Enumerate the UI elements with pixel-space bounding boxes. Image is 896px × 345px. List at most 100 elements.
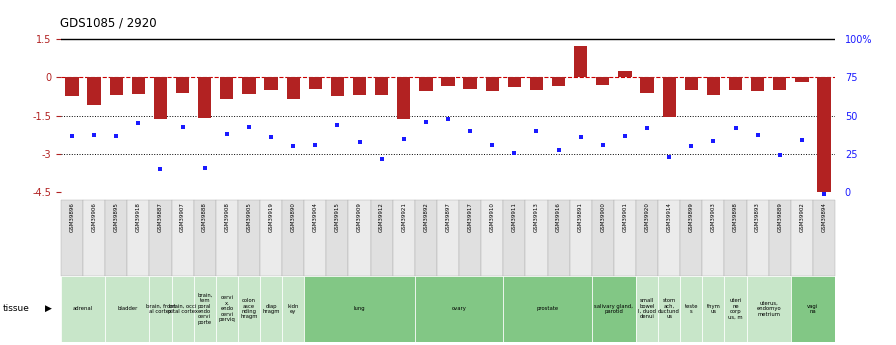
Bar [260,200,282,276]
Bar [150,200,171,276]
Bar [220,77,234,99]
Text: GSM39894: GSM39894 [822,203,826,232]
Bar [308,77,322,89]
Text: brain, occi
pital cortex: brain, occi pital cortex [168,304,198,314]
Point [375,156,389,162]
Bar [216,276,237,342]
Bar [419,77,433,91]
Text: GSM39892: GSM39892 [424,203,428,232]
Bar [375,77,388,95]
Text: vagi
na: vagi na [807,304,819,314]
Bar [105,200,127,276]
Bar [547,200,570,276]
Bar [264,77,278,90]
Bar [305,200,326,276]
Bar [463,77,477,89]
Bar [791,276,835,342]
Bar [194,276,216,342]
Bar [349,200,371,276]
Text: GSM39893: GSM39893 [755,203,760,232]
Text: salivary gland,
parotid: salivary gland, parotid [594,304,633,314]
Bar [150,276,171,342]
Bar [61,276,105,342]
Bar [61,200,83,276]
Text: adrenal: adrenal [73,306,93,311]
Bar [83,200,105,276]
Text: GSM39889: GSM39889 [777,203,782,232]
Point [662,154,676,159]
Bar [287,77,300,99]
Text: GSM39897: GSM39897 [445,203,451,232]
Bar [216,200,237,276]
Bar [746,276,791,342]
Text: prostate: prostate [537,306,558,311]
Text: GSM39918: GSM39918 [136,203,141,232]
Point [397,136,411,141]
Bar [596,77,609,85]
Bar [326,200,349,276]
Bar [194,200,216,276]
Bar [65,77,79,96]
Text: small
bowel
l, duod
denui: small bowel l, duod denui [638,298,656,319]
Point [728,126,743,131]
Text: GSM39908: GSM39908 [224,203,229,232]
Bar [729,77,742,90]
Bar [570,200,591,276]
Text: uterus,
endomyo
metrium: uterus, endomyo metrium [756,301,781,317]
Point [131,120,145,126]
Text: cervi
x,
endo
cervi
perviq: cervi x, endo cervi perviq [219,295,236,322]
Bar [260,276,282,342]
Text: GSM39903: GSM39903 [711,203,716,232]
Bar [504,276,591,342]
Bar [702,276,725,342]
Bar [127,200,150,276]
Point [507,150,521,156]
Text: GSM39904: GSM39904 [313,203,318,232]
Text: tissue: tissue [3,304,30,313]
Text: kidn
ey: kidn ey [288,304,299,314]
Text: stom
ach,
ductund
us: stom ach, ductund us [659,298,680,319]
Bar [415,276,504,342]
Bar [707,77,720,95]
Bar [176,77,189,92]
Text: GSM39905: GSM39905 [246,203,252,232]
Bar [437,200,459,276]
Bar [442,77,454,86]
Bar [813,200,835,276]
Text: GSM39902: GSM39902 [799,203,805,232]
Text: GSM39899: GSM39899 [689,203,694,232]
Point [485,142,499,148]
Text: GSM39919: GSM39919 [269,203,273,232]
Point [264,135,279,140]
Text: diap
hragm: diap hragm [263,304,280,314]
Bar [88,77,100,105]
Text: GSM39900: GSM39900 [600,203,606,232]
Point [617,133,632,139]
Bar [459,200,481,276]
Text: GSM39912: GSM39912 [379,203,384,232]
Text: lung: lung [354,306,366,311]
Bar [154,77,167,119]
Bar [725,276,746,342]
Text: GSM39909: GSM39909 [357,203,362,232]
Text: GSM39921: GSM39921 [401,203,406,232]
Bar [508,77,521,87]
Bar [486,77,499,91]
Bar [109,77,123,95]
Point [772,152,787,158]
Bar [171,276,194,342]
Point [551,147,565,153]
Bar [702,200,725,276]
Point [530,128,544,134]
Point [220,131,234,136]
Text: GSM39916: GSM39916 [556,203,561,232]
Point [308,142,323,148]
Bar [662,77,676,117]
Bar [105,276,150,342]
Point [242,124,256,130]
Bar [282,276,305,342]
Text: GSM39914: GSM39914 [667,203,672,232]
Bar [392,200,415,276]
Bar [791,200,813,276]
Point [331,122,345,127]
